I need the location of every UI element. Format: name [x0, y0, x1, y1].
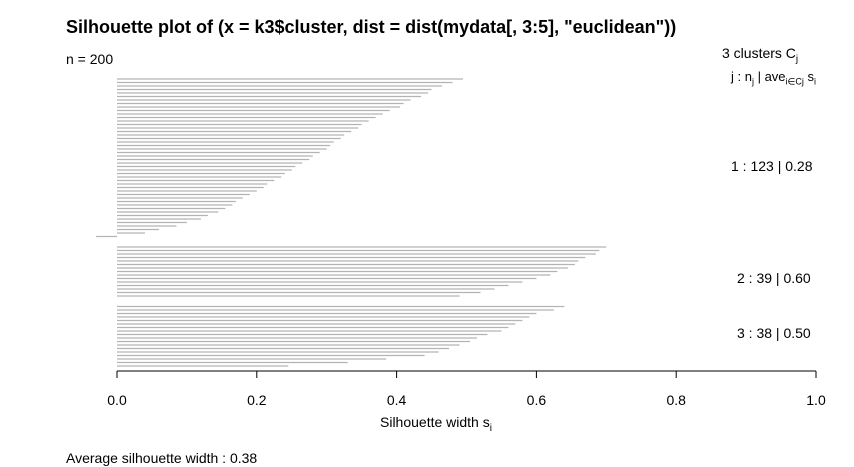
x-axis-label: Silhouette width si [380, 414, 492, 434]
legend-j-n: j : n [731, 69, 752, 84]
chart-title: Silhouette plot of (x = k3$cluster, dist… [66, 17, 677, 37]
legend-ave-sub: i∈Cj [785, 76, 804, 87]
legend-s: s [803, 69, 814, 84]
x-axis-label-text: Silhouette width s [380, 414, 490, 430]
x-tick-label-2: 0.4 [387, 392, 407, 408]
legend-header-text: 3 clusters C [722, 45, 796, 61]
x-tick-label-3: 0.6 [527, 392, 547, 408]
x-tick-label-0: 0.0 [107, 392, 127, 408]
legend-nj-sub: j [751, 76, 754, 87]
cluster-2-label: 2 : 39 | 0.60 [737, 270, 811, 286]
legend-header-sub: j [795, 53, 799, 65]
sample-size-label: n = 200 [66, 51, 114, 67]
legend-ave: | ave [753, 69, 786, 84]
x-tick-label-4: 0.8 [666, 392, 686, 408]
x-tick-label-1: 0.2 [247, 392, 267, 408]
x-tick-label-5: 1.0 [806, 392, 826, 408]
average-silhouette-width: Average silhouette width : 0.38 [66, 450, 258, 466]
x-axis-label-sub: i [489, 422, 492, 434]
cluster-1-label: 1 : 123 | 0.28 [731, 158, 813, 174]
cluster-3-label: 3 : 38 | 0.50 [737, 325, 811, 341]
legend-subheader: j : nj | avei∈Cj si [731, 69, 816, 88]
legend-si-sub: i [814, 76, 816, 87]
legend-header: 3 clusters Cj [722, 45, 798, 65]
